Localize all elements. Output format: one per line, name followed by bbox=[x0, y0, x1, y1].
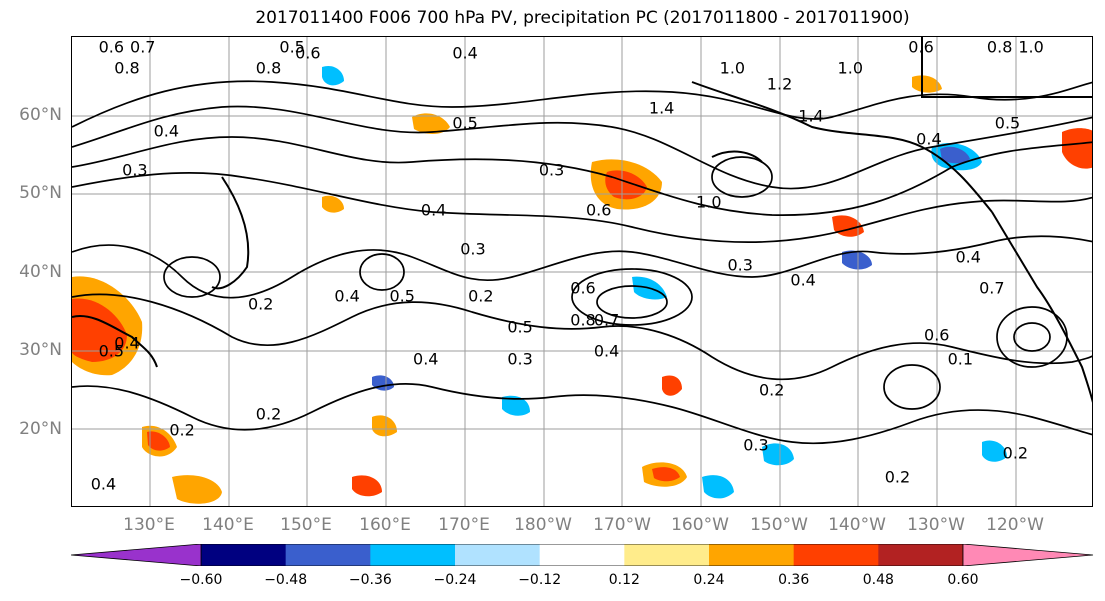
lon-label-130w: 130°W bbox=[907, 515, 965, 535]
map-panel[interactable]: 0.6 0.7 0.8 0.8 0.6 0.5 0.4 0.4 0.3 0.5 1.0 1.0 1.2 1… bbox=[71, 36, 1093, 507]
lon-label-120w: 120°W bbox=[986, 515, 1044, 535]
precip-shading bbox=[72, 65, 1092, 504]
lat-label-60n: 60°N bbox=[19, 105, 62, 125]
lat-label-30n: 30°N bbox=[19, 340, 62, 360]
colorbar-segment bbox=[624, 544, 710, 566]
contour-label: 0.8 bbox=[986, 37, 1013, 57]
contour-label: 0.2 bbox=[884, 467, 911, 487]
contour-label: 1.0 bbox=[1018, 37, 1044, 57]
map-canvas bbox=[72, 37, 1092, 506]
contour-label: 0.4 bbox=[153, 121, 180, 141]
contour-label: 1.0 bbox=[696, 192, 722, 212]
lon-label-160e: 160°E bbox=[359, 515, 411, 535]
colorbar-segment bbox=[370, 544, 456, 566]
contour-label: 0.4 bbox=[114, 333, 140, 353]
contour-label: 0.4 bbox=[452, 43, 478, 63]
contour-label: 1.4 bbox=[798, 106, 824, 125]
colorbar-tick-label: 0.24 bbox=[693, 572, 725, 588]
contour-label: 0.8 bbox=[114, 58, 140, 78]
contour-label: 0.3 bbox=[727, 255, 753, 275]
colorbar-segment bbox=[793, 544, 879, 566]
lon-label-130e: 130°E bbox=[123, 515, 175, 535]
colorbar bbox=[71, 544, 1094, 566]
colorbar-extend-high bbox=[962, 544, 1094, 566]
colorbar-tick-label: 0.60 bbox=[947, 572, 979, 588]
contour-label: 0.8 bbox=[255, 58, 282, 78]
contour-label: 0.6 bbox=[585, 200, 612, 220]
colorbar-segment bbox=[539, 544, 625, 566]
map-title: 2017011400 F006 700 hPa PV, precipitatio… bbox=[255, 8, 910, 28]
contour-label: 0.4 bbox=[593, 341, 620, 361]
contour-label: 0.4 bbox=[790, 270, 816, 290]
colorbar-segment bbox=[709, 544, 795, 566]
lon-label-150w: 150°W bbox=[750, 515, 808, 535]
lon-label-160w: 160°W bbox=[671, 515, 729, 535]
colorbar-segment bbox=[201, 544, 287, 566]
contour-label: 0.3 bbox=[743, 435, 769, 455]
colorbar-segment bbox=[455, 544, 541, 566]
contour-label: 0.4 bbox=[334, 286, 360, 306]
contour-label: 0.5 bbox=[507, 317, 533, 337]
contour-label: 0.6 bbox=[924, 325, 950, 345]
contour-label: 0.7 bbox=[130, 37, 156, 57]
contour-label: 0.4 bbox=[413, 349, 439, 369]
colorbar-segment bbox=[285, 544, 371, 566]
colorbar-tick-label: −0.60 bbox=[179, 572, 223, 588]
contour-label: 1.0 bbox=[719, 58, 746, 78]
contour-label: 1.4 bbox=[648, 98, 675, 118]
lon-label-170e: 170°E bbox=[438, 515, 490, 535]
lon-label-140w: 140°W bbox=[828, 515, 886, 535]
contour-label: 0.8 bbox=[570, 310, 596, 330]
colorbar-tick-label: −0.24 bbox=[433, 572, 477, 588]
contour-label: 0.2 bbox=[255, 404, 282, 424]
contour-label: 0.3 bbox=[507, 349, 533, 369]
contour-label: 0.7 bbox=[979, 278, 1005, 298]
contour-label: 0.6 bbox=[98, 37, 125, 57]
contour-label: 0.5 bbox=[279, 37, 305, 57]
contour-label: 0.3 bbox=[460, 239, 486, 259]
contour-label: 0.2 bbox=[758, 380, 785, 400]
contour-label: 0.3 bbox=[538, 160, 565, 180]
contour-label: 0.5 bbox=[452, 113, 478, 133]
contour-label: 0.6 bbox=[570, 278, 596, 298]
contour-label: 0.2 bbox=[1002, 443, 1029, 463]
contour-label: 0.5 bbox=[98, 341, 125, 361]
lon-label-180w: 180°W bbox=[514, 515, 572, 535]
contour-label: 1.2 bbox=[766, 74, 793, 94]
contour-label: 0.7 bbox=[593, 310, 620, 330]
lat-label-50n: 50°N bbox=[19, 183, 62, 203]
lat-label-40n: 40°N bbox=[19, 262, 62, 282]
contour-label: 0.5 bbox=[994, 113, 1021, 133]
contour-label: 0.3 bbox=[122, 160, 148, 180]
contour-label: 0.6 bbox=[908, 37, 934, 57]
contour-label: 0.4 bbox=[955, 247, 981, 267]
contour-label: 0.4 bbox=[916, 129, 942, 149]
contour-label: 0.4 bbox=[90, 474, 117, 494]
colorbar-tick-label: 0.36 bbox=[778, 572, 810, 588]
contour-label: 0.2 bbox=[169, 420, 195, 439]
contour-label: 0.4 bbox=[420, 200, 447, 220]
contour-label: 0.6 bbox=[295, 43, 321, 63]
contour-label: 1.0 bbox=[837, 58, 864, 78]
contour-label: 0.2 bbox=[247, 294, 274, 314]
contour-label: 0.1 bbox=[947, 349, 974, 369]
contour-label: 0.2 bbox=[468, 286, 494, 306]
coastlines bbox=[72, 37, 1092, 403]
lon-label-170w: 170°W bbox=[593, 515, 651, 535]
colorbar-segment bbox=[878, 544, 964, 566]
lon-label-150e: 150°E bbox=[280, 515, 332, 535]
colorbar-extend-low bbox=[71, 544, 202, 566]
colorbar-tick-label: 0.48 bbox=[862, 572, 894, 588]
lon-label-140e: 140°E bbox=[202, 515, 254, 535]
colorbar-tick-label: −0.12 bbox=[518, 572, 562, 588]
colorbar-tick-label: 0.12 bbox=[608, 572, 640, 588]
contour-label-layer: 0.6 0.7 0.8 0.8 0.6 0.5 0.4 0.4 0.3 0.5 1.0 1.0 1.2 1… bbox=[72, 37, 1092, 506]
colorbar-tick-label: −0.48 bbox=[264, 572, 308, 588]
colorbar-tick-label: −0.36 bbox=[348, 572, 392, 588]
contour-label: 0.5 bbox=[389, 286, 415, 306]
lat-label-20n: 20°N bbox=[19, 419, 62, 439]
graticule bbox=[72, 37, 1092, 506]
